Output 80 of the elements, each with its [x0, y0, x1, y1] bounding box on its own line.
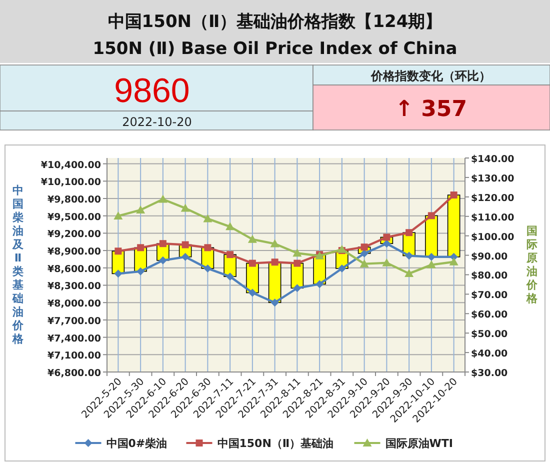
point: [360, 244, 368, 251]
point: [182, 241, 189, 248]
point: [270, 239, 280, 248]
point: [248, 260, 256, 267]
y-tick-label: ¥8,600.00: [48, 264, 102, 275]
y2-tick-label: $140.00: [471, 154, 515, 165]
point: [337, 244, 346, 253]
y2-tick-label: $80.00: [471, 270, 508, 282]
point: [114, 248, 122, 255]
point: [248, 288, 256, 297]
point: [382, 240, 391, 248]
y2-tick-label: $110.00: [471, 212, 515, 224]
y-tick-label: ¥10,400.00: [40, 160, 102, 171]
point: [226, 272, 234, 281]
point: [360, 259, 369, 268]
point: [158, 256, 167, 264]
y-tick-label: ¥9,200.00: [48, 229, 102, 240]
point: [427, 252, 436, 261]
point: [181, 252, 190, 261]
point: [426, 260, 436, 268]
point: [248, 234, 257, 243]
point: [114, 211, 123, 220]
point: [405, 252, 414, 260]
text: 价格指数变化（环比）: [370, 69, 491, 83]
bar: [447, 194, 460, 258]
point: [137, 244, 144, 252]
point: [271, 258, 278, 266]
point: [203, 214, 212, 222]
y-tick-label: ¥7,700.00: [48, 316, 102, 327]
y2-tick-label: $120.00: [471, 192, 515, 204]
point: [292, 248, 302, 257]
y2-tick-label: $90.00: [471, 251, 508, 262]
point: [158, 194, 168, 203]
point: [136, 267, 145, 276]
y-tick-label: ¥7,100.00: [48, 350, 102, 362]
point: [450, 192, 458, 199]
point: [404, 269, 414, 278]
point: [382, 258, 392, 266]
text: 9860: [114, 72, 190, 110]
text: 中国柴油及Ⅱ类基础油价格: [12, 184, 24, 346]
y-tick-label: ¥6,800.00: [48, 368, 102, 379]
y2-tick-label: $130.00: [471, 173, 515, 184]
y2-tick-label: $30.00: [471, 368, 508, 379]
y2-axis-title: 国际原油价格: [526, 224, 538, 305]
text: ↑ 357: [394, 97, 468, 122]
point: [338, 264, 346, 272]
text: 中国150N（Ⅱ）基础油价格指数【124期】: [108, 12, 442, 32]
point: [428, 212, 435, 220]
y2-tick-label: $100.00: [471, 232, 515, 243]
legend-label: 中国0#柴油: [106, 437, 168, 450]
y-tick-label: ¥8,000.00: [48, 298, 102, 310]
text: 150N (Ⅱ) Base Oil Price Index of China: [92, 39, 458, 59]
point: [449, 257, 458, 266]
y-tick-label: ¥10,100.00: [40, 177, 102, 188]
point: [204, 244, 212, 252]
y2-tick-label: $40.00: [471, 348, 508, 360]
y-tick-label: ¥8,300.00: [48, 281, 102, 292]
point: [136, 205, 146, 214]
y-tick-label: ¥9,800.00: [48, 194, 102, 206]
point: [204, 264, 212, 272]
point: [293, 284, 302, 292]
y-tick-label: ¥7,400.00: [48, 333, 102, 344]
point: [383, 234, 390, 241]
point: [270, 298, 279, 307]
y-tick-label: ¥8,900.00: [48, 246, 102, 258]
y-tick-label: ¥9,500.00: [48, 212, 102, 223]
legend-label: 中国150N（Ⅱ）基础油: [217, 437, 334, 450]
point: [406, 229, 413, 236]
text: 2022-10-20: [122, 115, 192, 129]
point: [226, 251, 234, 258]
point: [159, 240, 166, 248]
point: [180, 204, 190, 212]
point: [294, 260, 301, 267]
point: [226, 222, 235, 230]
legend-label: 国际原油WTI: [385, 437, 453, 450]
y2-tick-label: $60.00: [471, 310, 508, 321]
y2-tick-label: $70.00: [471, 290, 508, 302]
point: [316, 280, 324, 288]
y2-tick-label: $50.00: [471, 329, 508, 340]
point: [114, 270, 122, 278]
